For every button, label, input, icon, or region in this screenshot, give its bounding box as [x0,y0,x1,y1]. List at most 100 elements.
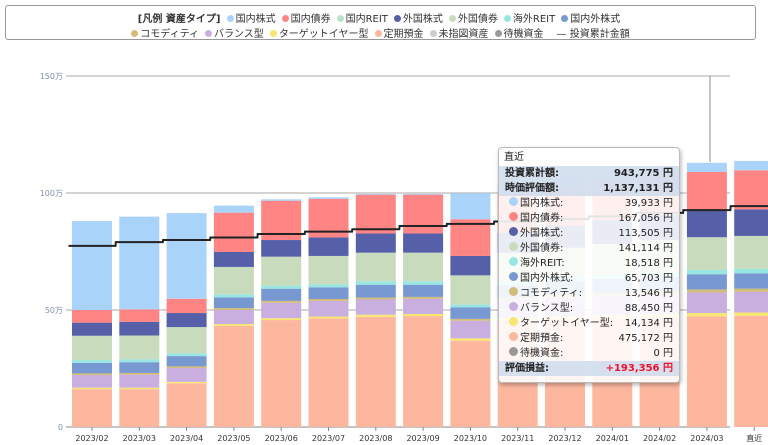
bar-segment[interactable] [686,269,727,275]
bar-segment[interactable] [119,359,160,363]
bar-segment[interactable] [166,327,207,354]
bar-segment[interactable] [403,281,444,285]
bar-segment[interactable] [450,193,491,220]
legend-item[interactable]: 海外REIT [503,14,555,25]
bar-segment[interactable] [450,320,491,339]
bar-segment[interactable] [734,288,768,292]
bar-segment[interactable] [213,324,254,326]
bar-segment[interactable] [119,372,160,375]
bar-segment[interactable] [403,252,444,282]
bar-segment[interactable] [166,356,207,367]
bar-segment[interactable] [686,171,727,212]
legend-item-line[interactable]: — 投資累計金額 [557,29,630,40]
bar-segment[interactable] [686,316,727,427]
bar-segment[interactable] [72,375,112,388]
bar-segment[interactable] [119,216,160,310]
legend-item[interactable]: 外国債券 [448,14,498,25]
bar-segment[interactable] [261,285,302,289]
bar-segment[interactable] [166,368,207,382]
bar-segment[interactable] [355,252,396,282]
bar-segment[interactable] [72,389,112,427]
legend-item[interactable]: 国内REIT [336,14,388,25]
bar-segment[interactable] [119,321,160,336]
bar-segment[interactable] [403,313,444,317]
bar-segment[interactable] [355,284,396,298]
bar-segment[interactable] [450,275,491,305]
bar-segment[interactable] [166,381,207,384]
bar-segment[interactable] [308,300,349,317]
bar-segment[interactable] [213,325,254,427]
bar-segment[interactable] [450,255,491,276]
bar-segment[interactable] [734,291,768,313]
bar-segment[interactable] [403,296,444,299]
bar-segment[interactable] [166,353,207,357]
bar-segment[interactable] [166,313,207,328]
bar-segment[interactable] [403,284,444,297]
bar-segment[interactable] [686,313,727,317]
bar-segment[interactable] [119,389,160,427]
bar-segment[interactable] [686,274,727,290]
bar-segment[interactable] [213,205,254,213]
bar-segment[interactable] [450,340,491,427]
bar-segment[interactable] [119,335,160,360]
legend-item[interactable]: 定期預金 [374,29,424,40]
legend-item[interactable]: 待機資金 [494,29,544,40]
bar-segment[interactable] [686,289,727,293]
bar-segment[interactable] [166,213,207,299]
bar-segment[interactable] [261,320,302,427]
bar-segment[interactable] [308,197,349,199]
bar-segment[interactable] [734,273,768,289]
bar-segment[interactable] [450,219,491,256]
bar-segment[interactable] [403,194,444,234]
bar-segment[interactable] [166,366,207,369]
legend-item[interactable]: コモディティ [131,29,199,40]
bar-segment[interactable] [308,316,349,319]
bar-segment[interactable] [119,362,160,373]
bar-segment[interactable] [72,322,112,336]
bar-segment[interactable] [119,387,160,390]
bar-segment[interactable] [734,268,768,274]
bar-segment[interactable] [450,338,491,341]
bar-segment[interactable] [403,233,444,253]
bar-segment[interactable] [261,256,302,286]
bar-segment[interactable] [355,299,396,315]
bar-segment[interactable] [355,194,396,234]
bar-segment[interactable] [261,240,302,257]
bar-segment[interactable] [213,212,254,252]
bar-segment[interactable] [686,292,727,314]
bar-segment[interactable] [686,211,727,238]
bar-segment[interactable] [308,284,349,288]
bar-segment[interactable] [450,318,491,321]
bar-segment[interactable] [308,287,349,300]
bar-segment[interactable] [734,315,768,427]
bar-segment[interactable] [355,314,396,317]
bar-segment[interactable] [403,298,444,314]
bar-segment[interactable] [261,199,302,201]
bar-segment[interactable] [72,310,112,323]
legend-item[interactable]: 国内株式 [226,14,276,25]
bar-segment[interactable] [308,299,349,301]
bar-segment[interactable] [355,316,396,427]
legend-item[interactable]: 国内債券 [281,14,331,25]
bar-segment[interactable] [213,297,254,309]
bar-segment[interactable] [734,160,768,171]
bar-segment[interactable] [261,300,302,303]
legend-item[interactable]: 未指図資産 [429,29,489,40]
legend-item[interactable]: ターゲットイヤー型 [269,29,369,40]
bar-segment[interactable] [72,221,112,310]
bar-segment[interactable] [72,387,112,390]
bar-segment[interactable] [213,308,254,310]
bar-segment[interactable] [213,294,254,298]
bar-segment[interactable] [72,335,112,361]
bar-segment[interactable] [72,362,112,374]
bar-segment[interactable] [403,193,444,195]
bar-segment[interactable] [72,373,112,376]
bar-segment[interactable] [213,310,254,325]
legend-item[interactable]: バランス型 [205,29,264,40]
bar-segment[interactable] [308,318,349,427]
bar-segment[interactable] [119,309,160,322]
legend-item[interactable]: 外国株式 [393,14,443,25]
bar-segment[interactable] [734,170,768,210]
bar-segment[interactable] [450,307,491,319]
bar-segment[interactable] [403,316,444,427]
